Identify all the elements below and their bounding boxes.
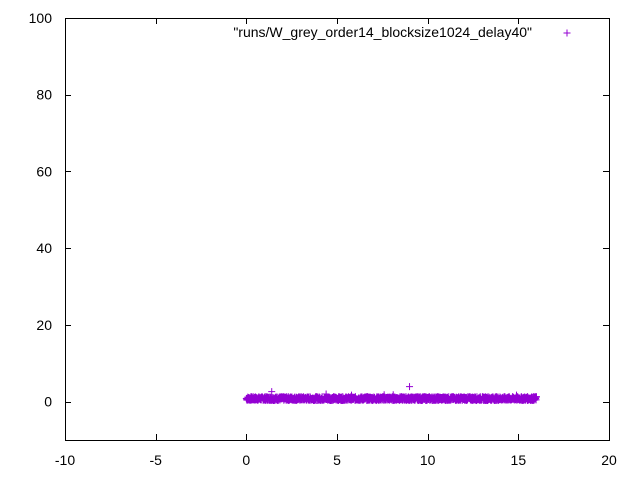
legend-label: "runs/W_grey_order14_blocksize1024_delay… [233, 24, 532, 40]
legend-marker-plus [563, 29, 571, 37]
y-tick-label: 60 [36, 163, 52, 179]
series-points [242, 383, 540, 404]
y-tick-label: 40 [36, 240, 52, 256]
y-axis-tick-labels: 0 20 40 60 80 100 [29, 10, 53, 410]
x-axis-ticks [65, 18, 610, 440]
data-point-outlier [380, 391, 388, 399]
x-tick-label: 10 [420, 452, 436, 468]
x-tick-label: 15 [511, 452, 527, 468]
data-point-outlier [348, 391, 356, 399]
data-point-outlier [389, 391, 397, 399]
data-point-outlier [268, 388, 276, 396]
x-tick-label: 0 [242, 452, 250, 468]
y-tick-label: 20 [36, 317, 52, 333]
x-tick-label: 5 [333, 452, 341, 468]
y-axis-ticks [65, 18, 609, 403]
data-point-outlier [406, 383, 414, 391]
data-point-outlier [513, 391, 521, 399]
x-tick-label: 20 [601, 452, 617, 468]
data-point-outlier [322, 390, 330, 398]
x-tick-label: -5 [149, 452, 162, 468]
y-tick-label: 0 [44, 394, 52, 410]
x-tick-label: -10 [55, 452, 75, 468]
x-axis-tick-labels: -10 -5 0 5 10 15 20 [55, 452, 617, 468]
legend: "runs/W_grey_order14_blocksize1024_delay… [233, 24, 571, 40]
y-tick-label: 100 [29, 10, 53, 26]
y-tick-label: 80 [36, 87, 52, 103]
plot-frame [65, 18, 610, 441]
data-point [532, 393, 540, 401]
legend-marker [563, 29, 571, 37]
